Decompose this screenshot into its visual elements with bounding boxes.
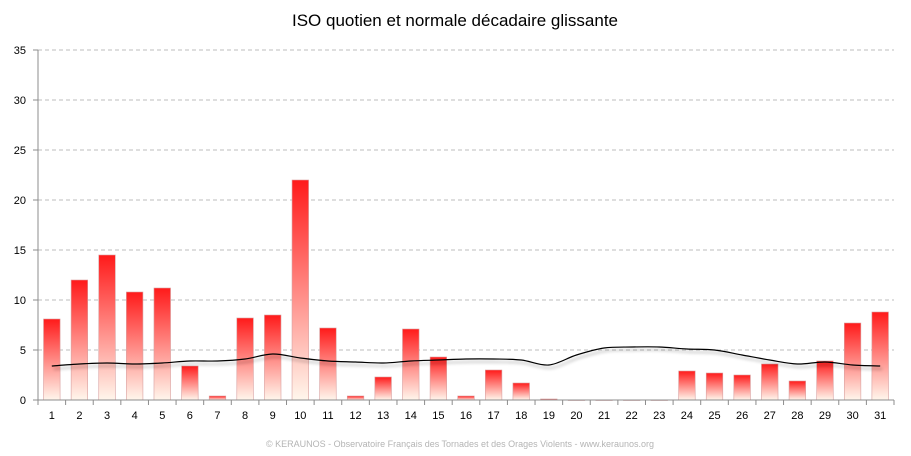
- x-axis-ticks: 1 2 3 4 5 6 7 8 9 10 11 12 13 14 15 16 17 18 19 20 21 22 23 24 2…: [49, 410, 887, 422]
- bar: [346, 395, 365, 401]
- x-tick-label: 15: [432, 410, 444, 422]
- bar: [705, 372, 724, 401]
- y-tick-label: 25: [14, 145, 26, 157]
- x-tick-label: 11: [322, 410, 333, 422]
- bar: [788, 380, 806, 401]
- x-tick-label: 23: [653, 410, 665, 422]
- bar: [98, 254, 116, 401]
- footer-credit: © KERAUNOS - Observatoire Français des T…: [266, 439, 654, 449]
- bar: [733, 374, 751, 401]
- bar: [457, 395, 475, 401]
- x-tick-label: 16: [460, 410, 472, 422]
- bar: [181, 365, 199, 401]
- y-tick-label: 35: [14, 45, 26, 57]
- bar: [512, 382, 530, 401]
- grid: [38, 49, 894, 351]
- x-tick-label: 19: [543, 410, 555, 422]
- bar: [126, 291, 144, 401]
- bar: [816, 360, 834, 401]
- x-tick-label: 27: [764, 410, 776, 422]
- x-tick-label: 30: [846, 410, 858, 422]
- x-tick-label: 26: [736, 410, 748, 422]
- chart-title: ISO quotien et normale décadaire glissan…: [292, 11, 618, 30]
- bar: [374, 376, 392, 401]
- bar: [402, 328, 420, 401]
- y-tick-label: 0: [20, 395, 26, 407]
- axes: [33, 49, 895, 405]
- bar: [843, 322, 862, 401]
- x-tick-label: 13: [377, 410, 389, 422]
- bars: [43, 179, 889, 401]
- y-tick-label: 20: [14, 195, 26, 207]
- x-tick-label: 8: [242, 410, 248, 422]
- x-tick-label: 9: [270, 410, 276, 422]
- x-tick-label: 20: [570, 410, 582, 422]
- x-tick-label: 5: [159, 410, 165, 422]
- x-tick-label: 21: [598, 410, 610, 422]
- y-tick-label: 30: [14, 95, 26, 107]
- x-tick-label: 28: [791, 410, 803, 422]
- x-tick-label: 7: [214, 410, 220, 422]
- x-tick-label: 10: [294, 410, 306, 422]
- y-tick-label: 5: [20, 345, 26, 357]
- y-tick-label: 15: [14, 245, 26, 257]
- x-tick-label: 3: [104, 410, 110, 422]
- bar: [678, 370, 696, 401]
- normal-line: [51, 346, 881, 367]
- x-tick-label: 18: [515, 410, 527, 422]
- x-tick-label: 4: [132, 410, 138, 422]
- bar: [319, 327, 337, 401]
- x-tick-label: 6: [187, 410, 193, 422]
- normal-line-group: [51, 346, 881, 367]
- bar: [70, 279, 89, 401]
- x-tick-label: 14: [405, 410, 417, 422]
- x-tick-label: 17: [487, 410, 499, 422]
- bar: [761, 363, 779, 401]
- bar: [208, 395, 227, 401]
- x-tick-label: 1: [49, 410, 55, 422]
- x-tick-label: 31: [874, 410, 886, 422]
- bar: [485, 369, 503, 401]
- bar: [871, 311, 889, 401]
- y-axis-ticks: 0 5 10 15 20 25 30 35: [14, 45, 26, 407]
- x-tick-label: 29: [819, 410, 831, 422]
- bar: [43, 318, 61, 401]
- y-tick-label: 10: [14, 295, 26, 307]
- bar: [264, 314, 282, 401]
- bar: [291, 179, 309, 401]
- bar: [153, 287, 171, 401]
- x-tick-label: 12: [349, 410, 361, 422]
- x-tick-label: 22: [626, 410, 638, 422]
- x-tick-label: 25: [708, 410, 720, 422]
- bar: [429, 356, 447, 401]
- x-tick-label: 2: [76, 410, 82, 422]
- x-tick-label: 24: [681, 410, 693, 422]
